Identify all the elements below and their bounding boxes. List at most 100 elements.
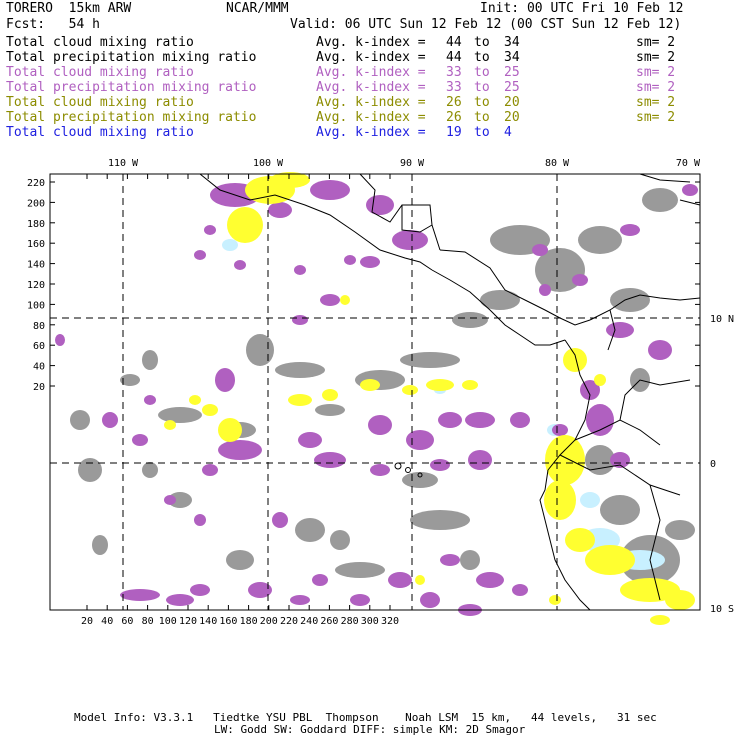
legend-kindex-label: Avg. k-index = xyxy=(316,65,426,80)
legend-kindex-to-word: to xyxy=(474,50,490,65)
mid-cloud-area xyxy=(586,404,614,436)
legend-smoothing: sm= 2 xyxy=(636,110,676,125)
high-cloud-area xyxy=(189,395,201,405)
mid-cloud-area xyxy=(682,184,698,196)
mid-cloud-area xyxy=(120,589,160,601)
valid-time: Valid: 06 UTC Sun 12 Feb 12 (00 CST Sun … xyxy=(290,17,682,32)
lon-label: 70 W xyxy=(676,158,701,169)
legend-kindex-to-word: to xyxy=(474,125,490,140)
low-cloud-area xyxy=(460,550,480,570)
mid-cloud-area xyxy=(648,340,672,360)
low-cloud-area xyxy=(402,472,438,488)
y-tick-label: 40 xyxy=(33,362,45,373)
y-tick-label: 200 xyxy=(27,198,45,209)
x-tick-label: 200 xyxy=(260,616,278,627)
high-cloud-area xyxy=(322,389,338,401)
mid-cloud-area xyxy=(350,594,370,606)
high-cloud-area xyxy=(549,595,561,605)
mid-cloud-area xyxy=(292,315,308,325)
mid-cloud-area xyxy=(620,224,640,236)
mid-cloud-area xyxy=(102,412,118,428)
legend-kindex-from: 26 xyxy=(446,95,462,110)
legend-kindex-to-word: to xyxy=(474,95,490,110)
high-cloud-area xyxy=(426,379,454,391)
legend-field-name: Total precipitation mixing ratio xyxy=(6,80,257,95)
low-cloud-area xyxy=(295,518,325,542)
mid-cloud-area xyxy=(204,225,216,235)
high-cloud-area xyxy=(665,590,695,610)
high-cloud-area xyxy=(650,615,670,625)
mid-cloud-area xyxy=(539,284,551,296)
map-frame xyxy=(49,173,701,611)
model-info-line1: Model Info: V3.3.1 Tiedtke YSU PBL Thomp… xyxy=(74,711,657,724)
mid-cloud-area xyxy=(572,274,588,286)
legend-kindex-from: 44 xyxy=(446,50,462,65)
mid-cloud-area xyxy=(248,582,272,598)
high-cloud-area xyxy=(415,575,425,585)
low-cloud-area xyxy=(158,407,202,423)
x-tick-label: 100 xyxy=(159,616,177,627)
mid-cloud-area xyxy=(166,594,194,606)
y-tick-label: 140 xyxy=(27,260,45,271)
mid-cloud-area xyxy=(194,250,206,260)
lon-label: 90 W xyxy=(400,158,425,169)
mid-cloud-area xyxy=(370,464,390,476)
high-cloud-area xyxy=(202,404,218,416)
mid-cloud-area xyxy=(234,260,246,270)
mid-cloud-area xyxy=(290,595,310,605)
low-cloud-area xyxy=(578,226,622,254)
legend-kindex-to: 34 xyxy=(504,50,520,65)
mid-cloud-area xyxy=(552,424,568,436)
mid-cloud-area xyxy=(430,459,450,471)
legend-kindex-to-word: to xyxy=(474,65,490,80)
x-tick-label: 260 xyxy=(320,616,338,627)
mid-cloud-area xyxy=(476,572,504,588)
y-tick-label: 160 xyxy=(27,239,45,250)
mid-cloud-area xyxy=(606,322,634,338)
high-cloud-area xyxy=(340,295,350,305)
model-title: TORERO 15km ARW xyxy=(6,1,132,16)
legend-kindex-to: 20 xyxy=(504,95,520,110)
low-cloud-area xyxy=(410,510,470,530)
x-tick-label: 240 xyxy=(300,616,318,627)
legend-field-name: Total cloud mixing ratio xyxy=(6,65,194,80)
y-tick-label: 80 xyxy=(33,321,45,332)
high-cloud-area xyxy=(218,418,242,442)
legend-smoothing: sm= 2 xyxy=(636,35,676,50)
low-cloud-area xyxy=(600,495,640,525)
x-tick-label: 40 xyxy=(101,616,113,627)
mid-cloud-area xyxy=(388,572,412,588)
lat-label: 0 xyxy=(710,459,716,470)
legend-kindex-from: 19 xyxy=(446,125,462,140)
lon-label: 110 W xyxy=(108,158,139,169)
low-cloud-area xyxy=(142,350,158,370)
y-tick-label: 60 xyxy=(33,341,45,352)
mid-cloud-area xyxy=(202,464,218,476)
mid-cloud-area xyxy=(610,452,630,468)
lat-label: 10 N xyxy=(710,314,734,325)
legend-kindex-to-word: to xyxy=(474,110,490,125)
low-cloud-area xyxy=(330,530,350,550)
forecast-hour: Fcst: 54 h xyxy=(6,17,100,32)
x-tick-label: 280 xyxy=(341,616,359,627)
light-cloud-area xyxy=(222,239,238,251)
legend-kindex-from: 44 xyxy=(446,35,462,50)
mid-cloud-area xyxy=(298,432,322,448)
x-tick-label: 180 xyxy=(240,616,258,627)
legend-kindex-label: Avg. k-index = xyxy=(316,125,426,140)
mid-cloud-area xyxy=(344,255,356,265)
legend-kindex-from: 33 xyxy=(446,65,462,80)
high-cloud-area xyxy=(227,207,263,243)
legend-kindex-to: 25 xyxy=(504,80,520,95)
low-cloud-area xyxy=(610,288,650,312)
mid-cloud-area xyxy=(512,584,528,596)
mid-cloud-area xyxy=(368,415,392,435)
legend-kindex-label: Avg. k-index = xyxy=(316,110,426,125)
y-tick-label: 180 xyxy=(27,219,45,230)
mid-cloud-area xyxy=(532,244,548,256)
x-tick-label: 220 xyxy=(280,616,298,627)
mid-cloud-area xyxy=(55,334,65,346)
x-tick-label: 120 xyxy=(179,616,197,627)
legend-smoothing: sm= 2 xyxy=(636,95,676,110)
